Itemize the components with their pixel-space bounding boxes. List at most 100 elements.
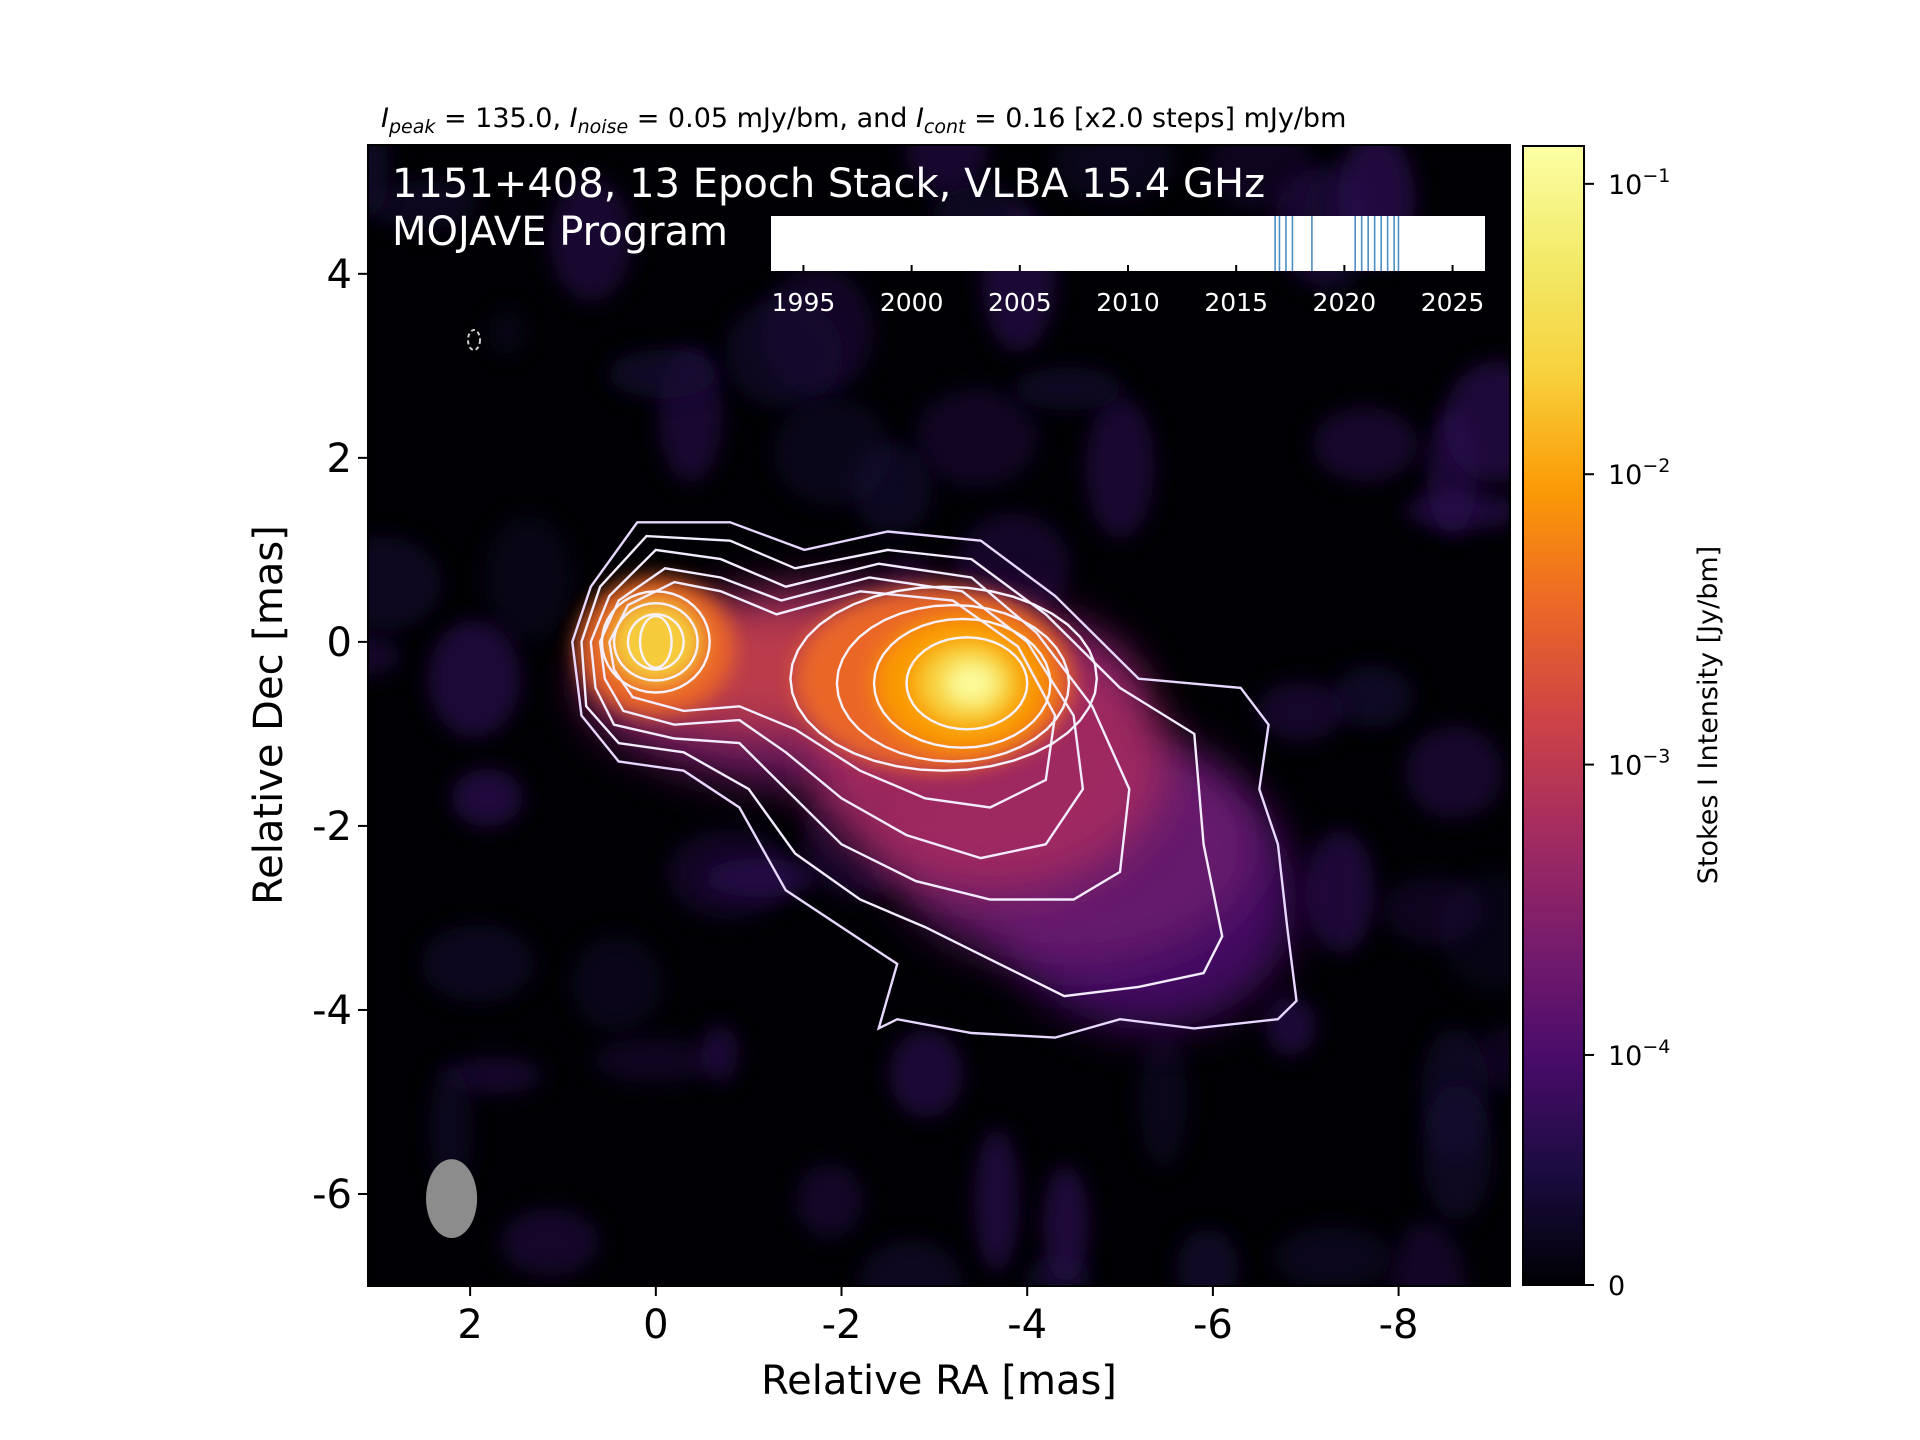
y-tick-label: -4 bbox=[312, 988, 352, 1034]
x-tick-label: -4 bbox=[1007, 1302, 1047, 1348]
y-tick-label: -2 bbox=[312, 804, 352, 850]
overlay-title: 1151+408, 13 Epoch Stack, VLBA 15.4 GHz bbox=[392, 161, 1265, 207]
epoch-timeline: 1995 2000 2005 2010 2015 2020 2025 bbox=[771, 216, 1485, 317]
epoch-tick-label: 2005 bbox=[988, 288, 1052, 317]
emission-layer bbox=[576, 576, 1297, 1030]
epoch-tick-label: 2020 bbox=[1313, 288, 1377, 317]
x-axis-label: Relative RA [mas] bbox=[761, 1358, 1117, 1404]
colorbar-tick-label: 10−4 bbox=[1608, 1036, 1670, 1072]
noise-blob bbox=[905, 145, 988, 197]
noise-blob bbox=[773, 397, 892, 506]
noise-blob bbox=[1313, 407, 1418, 482]
y-axis-ticks: 4 2 0 -2 -4 -6 bbox=[312, 252, 368, 1218]
noise-contour bbox=[467, 329, 481, 351]
contour-level bbox=[608, 580, 1057, 809]
contour-lowest bbox=[571, 521, 1298, 1039]
noise-blob bbox=[704, 858, 817, 898]
noise-blob bbox=[500, 1208, 600, 1277]
colorbar-label: Stokes I Intensity [Jy/bm] bbox=[1693, 546, 1724, 884]
noise-blob bbox=[608, 349, 717, 399]
contour-knot bbox=[872, 617, 1052, 749]
figure-header: Ipeak = 135.0, Inoise = 0.05 mJy/bm, and… bbox=[381, 103, 1346, 138]
colorbar-tick-label: 10−1 bbox=[1608, 165, 1670, 201]
contour-core bbox=[600, 590, 711, 694]
noise-blob bbox=[915, 388, 1038, 488]
colorbar-tick-label: 10−2 bbox=[1608, 455, 1670, 491]
y-axis-label: Relative Dec [mas] bbox=[246, 525, 292, 905]
plot-area: 1151+408, 13 Epoch Stack, VLBA 15.4 GHz … bbox=[312, 144, 1511, 1348]
noise-blob bbox=[368, 145, 389, 217]
noise-blob bbox=[484, 515, 574, 643]
emission-peak bbox=[943, 660, 1000, 707]
contour-knot bbox=[905, 636, 1029, 731]
y-tick-label: 0 bbox=[327, 620, 352, 666]
noise-blob bbox=[724, 298, 843, 408]
contour-core bbox=[612, 601, 699, 682]
x-tick-label: 0 bbox=[643, 1302, 668, 1348]
noise-blob bbox=[1390, 1221, 1465, 1286]
epoch-timeline-box bbox=[771, 216, 1485, 271]
noise-blob bbox=[451, 768, 523, 827]
colorbar-frame bbox=[1522, 145, 1585, 1286]
noise-blob bbox=[1383, 876, 1484, 945]
noise-blob bbox=[571, 935, 662, 1033]
epoch-lines bbox=[1274, 216, 1400, 271]
noise-blob bbox=[1330, 665, 1413, 728]
noise-blob bbox=[429, 1065, 472, 1189]
noise-blob bbox=[1274, 1226, 1392, 1286]
x-tick-label: -6 bbox=[1193, 1302, 1233, 1348]
noise-blob bbox=[1405, 726, 1503, 819]
noise-blob bbox=[422, 924, 535, 1003]
y-tick-label: -6 bbox=[312, 1172, 352, 1218]
noise-blob bbox=[701, 1024, 739, 1083]
noise-blob bbox=[368, 180, 478, 229]
noise-blob bbox=[444, 1056, 543, 1095]
x-tick-label: -2 bbox=[822, 1302, 862, 1348]
contour-core bbox=[638, 614, 673, 669]
noise-blob bbox=[1054, 145, 1174, 202]
x-tick-label: -8 bbox=[1379, 1302, 1419, 1348]
noise-blob bbox=[1176, 1229, 1239, 1286]
noise-blob bbox=[1257, 681, 1344, 742]
noise-blob bbox=[1305, 830, 1376, 953]
noise-blob bbox=[1139, 1033, 1188, 1167]
epoch-tick-label: 1995 bbox=[772, 288, 836, 317]
noise-blob bbox=[488, 310, 526, 355]
noise-blob bbox=[368, 536, 442, 631]
colorbar-ticks: 10−1 10−2 10−3 10−4 0 bbox=[1584, 165, 1670, 1302]
plot-frame bbox=[367, 144, 1511, 1287]
emission-core bbox=[609, 600, 703, 684]
colorbar-gradient bbox=[1523, 146, 1584, 1285]
noise-blob bbox=[1085, 395, 1155, 539]
noise-blob bbox=[549, 178, 633, 302]
contour-level bbox=[589, 548, 1131, 901]
colorbar-tick-label: 0 bbox=[1608, 1271, 1625, 1302]
colorbar-tick-label: 10−3 bbox=[1608, 746, 1670, 782]
overlay-program: MOJAVE Program bbox=[392, 209, 728, 255]
epoch-tick-label: 2000 bbox=[880, 288, 944, 317]
noise-blob bbox=[1443, 361, 1510, 483]
y-tick-label: 2 bbox=[327, 436, 352, 482]
noise-blob bbox=[593, 1038, 713, 1084]
epoch-tick-label: 2025 bbox=[1421, 288, 1485, 317]
noise-blob bbox=[795, 1163, 864, 1238]
contour-level bbox=[580, 534, 1224, 998]
noise-blob bbox=[1013, 366, 1122, 411]
colorbar: 10−1 10−2 10−3 10−4 0 Stokes I Intensity [Jy… bbox=[1522, 145, 1724, 1302]
noise-blob bbox=[859, 1240, 963, 1286]
contour-core bbox=[626, 613, 685, 671]
epoch-ticks: 1995 2000 2005 2010 2015 2020 2025 bbox=[772, 265, 1485, 317]
noise-blob bbox=[428, 620, 521, 738]
noise-blob bbox=[1265, 996, 1316, 1056]
noise-blob bbox=[1422, 1084, 1492, 1221]
y-tick-label: 4 bbox=[327, 252, 352, 298]
contour-knot bbox=[789, 585, 1099, 772]
beam-ellipse bbox=[426, 1159, 478, 1239]
noise-blob bbox=[368, 634, 401, 676]
noise-blob bbox=[974, 1128, 1020, 1273]
contour-knot bbox=[835, 603, 1071, 763]
contour-layer bbox=[571, 521, 1298, 1039]
noise-blob bbox=[1042, 1165, 1089, 1283]
contour-level bbox=[598, 567, 1085, 860]
